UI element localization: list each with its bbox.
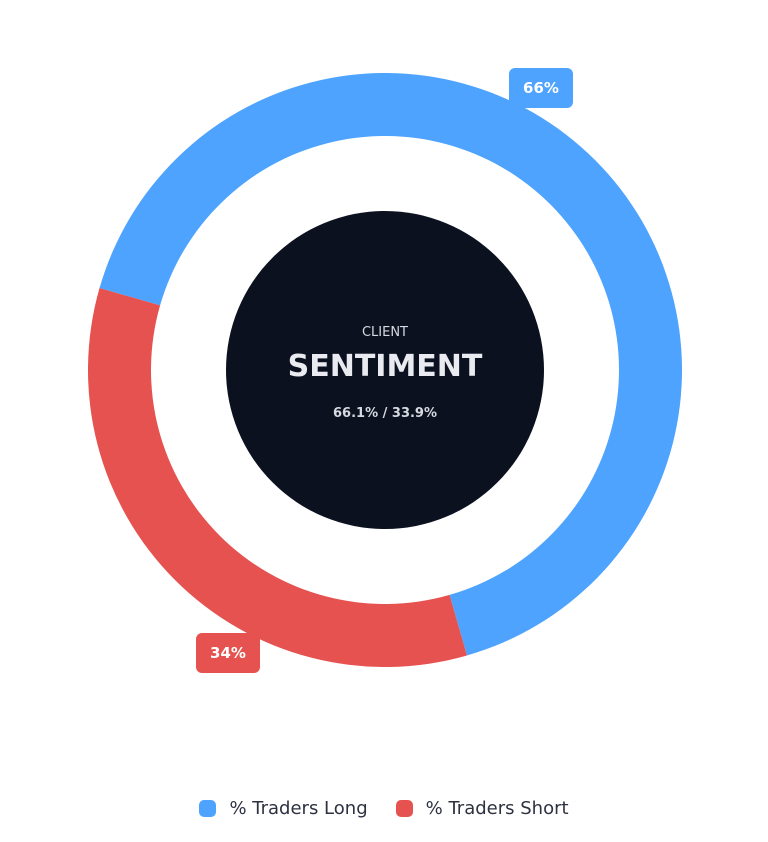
slice-traders-short[interactable] bbox=[88, 288, 467, 667]
badge-short-text: 34% bbox=[210, 644, 246, 662]
data-labels: 66% 34% bbox=[196, 68, 573, 673]
badge-long-text: 66% bbox=[523, 79, 559, 97]
chart-legend: % Traders Long % Traders Short bbox=[0, 798, 768, 819]
donut-slices bbox=[88, 72, 683, 667]
badge-short-bg bbox=[196, 633, 260, 673]
badge-long: 66% bbox=[509, 68, 573, 108]
center-disc bbox=[226, 211, 544, 529]
legend-swatch-long bbox=[199, 800, 217, 817]
badge-long-bg bbox=[509, 68, 573, 108]
legend-label-short: % Traders Short bbox=[425, 798, 569, 819]
center-title: SENTIMENT bbox=[288, 349, 483, 384]
center-subtitle: CLIENT bbox=[362, 325, 408, 340]
legend-item-long[interactable]: % Traders Long bbox=[199, 798, 368, 819]
center-ratio: 66.1% / 33.9% bbox=[333, 406, 437, 421]
legend-item-short[interactable]: % Traders Short bbox=[395, 798, 569, 819]
badge-short: 34% bbox=[196, 633, 260, 673]
legend-label-long: % Traders Long bbox=[229, 798, 368, 819]
legend-swatch-short bbox=[395, 800, 413, 817]
